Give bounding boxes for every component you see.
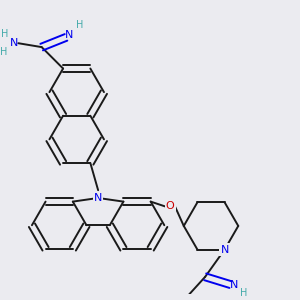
Text: N: N (220, 244, 229, 254)
Text: H: H (76, 20, 83, 30)
Text: N: N (94, 193, 102, 203)
Text: H: H (240, 288, 248, 298)
Text: N: N (65, 30, 73, 40)
Text: H: H (1, 29, 8, 40)
Text: N: N (230, 280, 238, 290)
Text: N: N (10, 38, 19, 48)
Text: H: H (0, 47, 8, 57)
Text: O: O (166, 202, 175, 212)
